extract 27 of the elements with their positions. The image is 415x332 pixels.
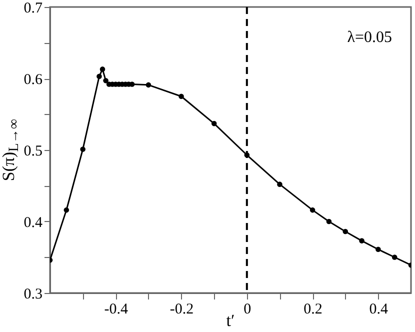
y-tick-label: 0.5 [24,144,42,160]
point [96,74,102,79]
x-tick-label: -0.2 [170,302,194,318]
y-tick-label: 0.3 [24,286,42,302]
point [103,78,108,84]
point [146,82,152,88]
point [359,238,364,244]
y-tick-label: 0.7 [24,0,43,16]
x-tick-label: 0.2 [304,302,322,318]
x-axis-title: t′ [226,311,235,330]
x-tick-label: -0.4 [104,302,129,318]
y-tick-label: 0.4 [24,215,43,231]
point [326,218,332,224]
point [277,182,282,187]
point [211,120,217,126]
point [342,228,348,234]
point [100,66,106,72]
point [178,94,184,100]
point [310,207,316,213]
point [64,207,70,213]
point [376,246,381,252]
y-tick-label: 0.6 [24,72,43,88]
point [80,146,86,152]
point [392,254,398,260]
x-tick-label: 0.4 [369,302,389,318]
annotation: λ=0.05 [347,29,392,46]
x-tick-label: 0 [244,302,252,318]
